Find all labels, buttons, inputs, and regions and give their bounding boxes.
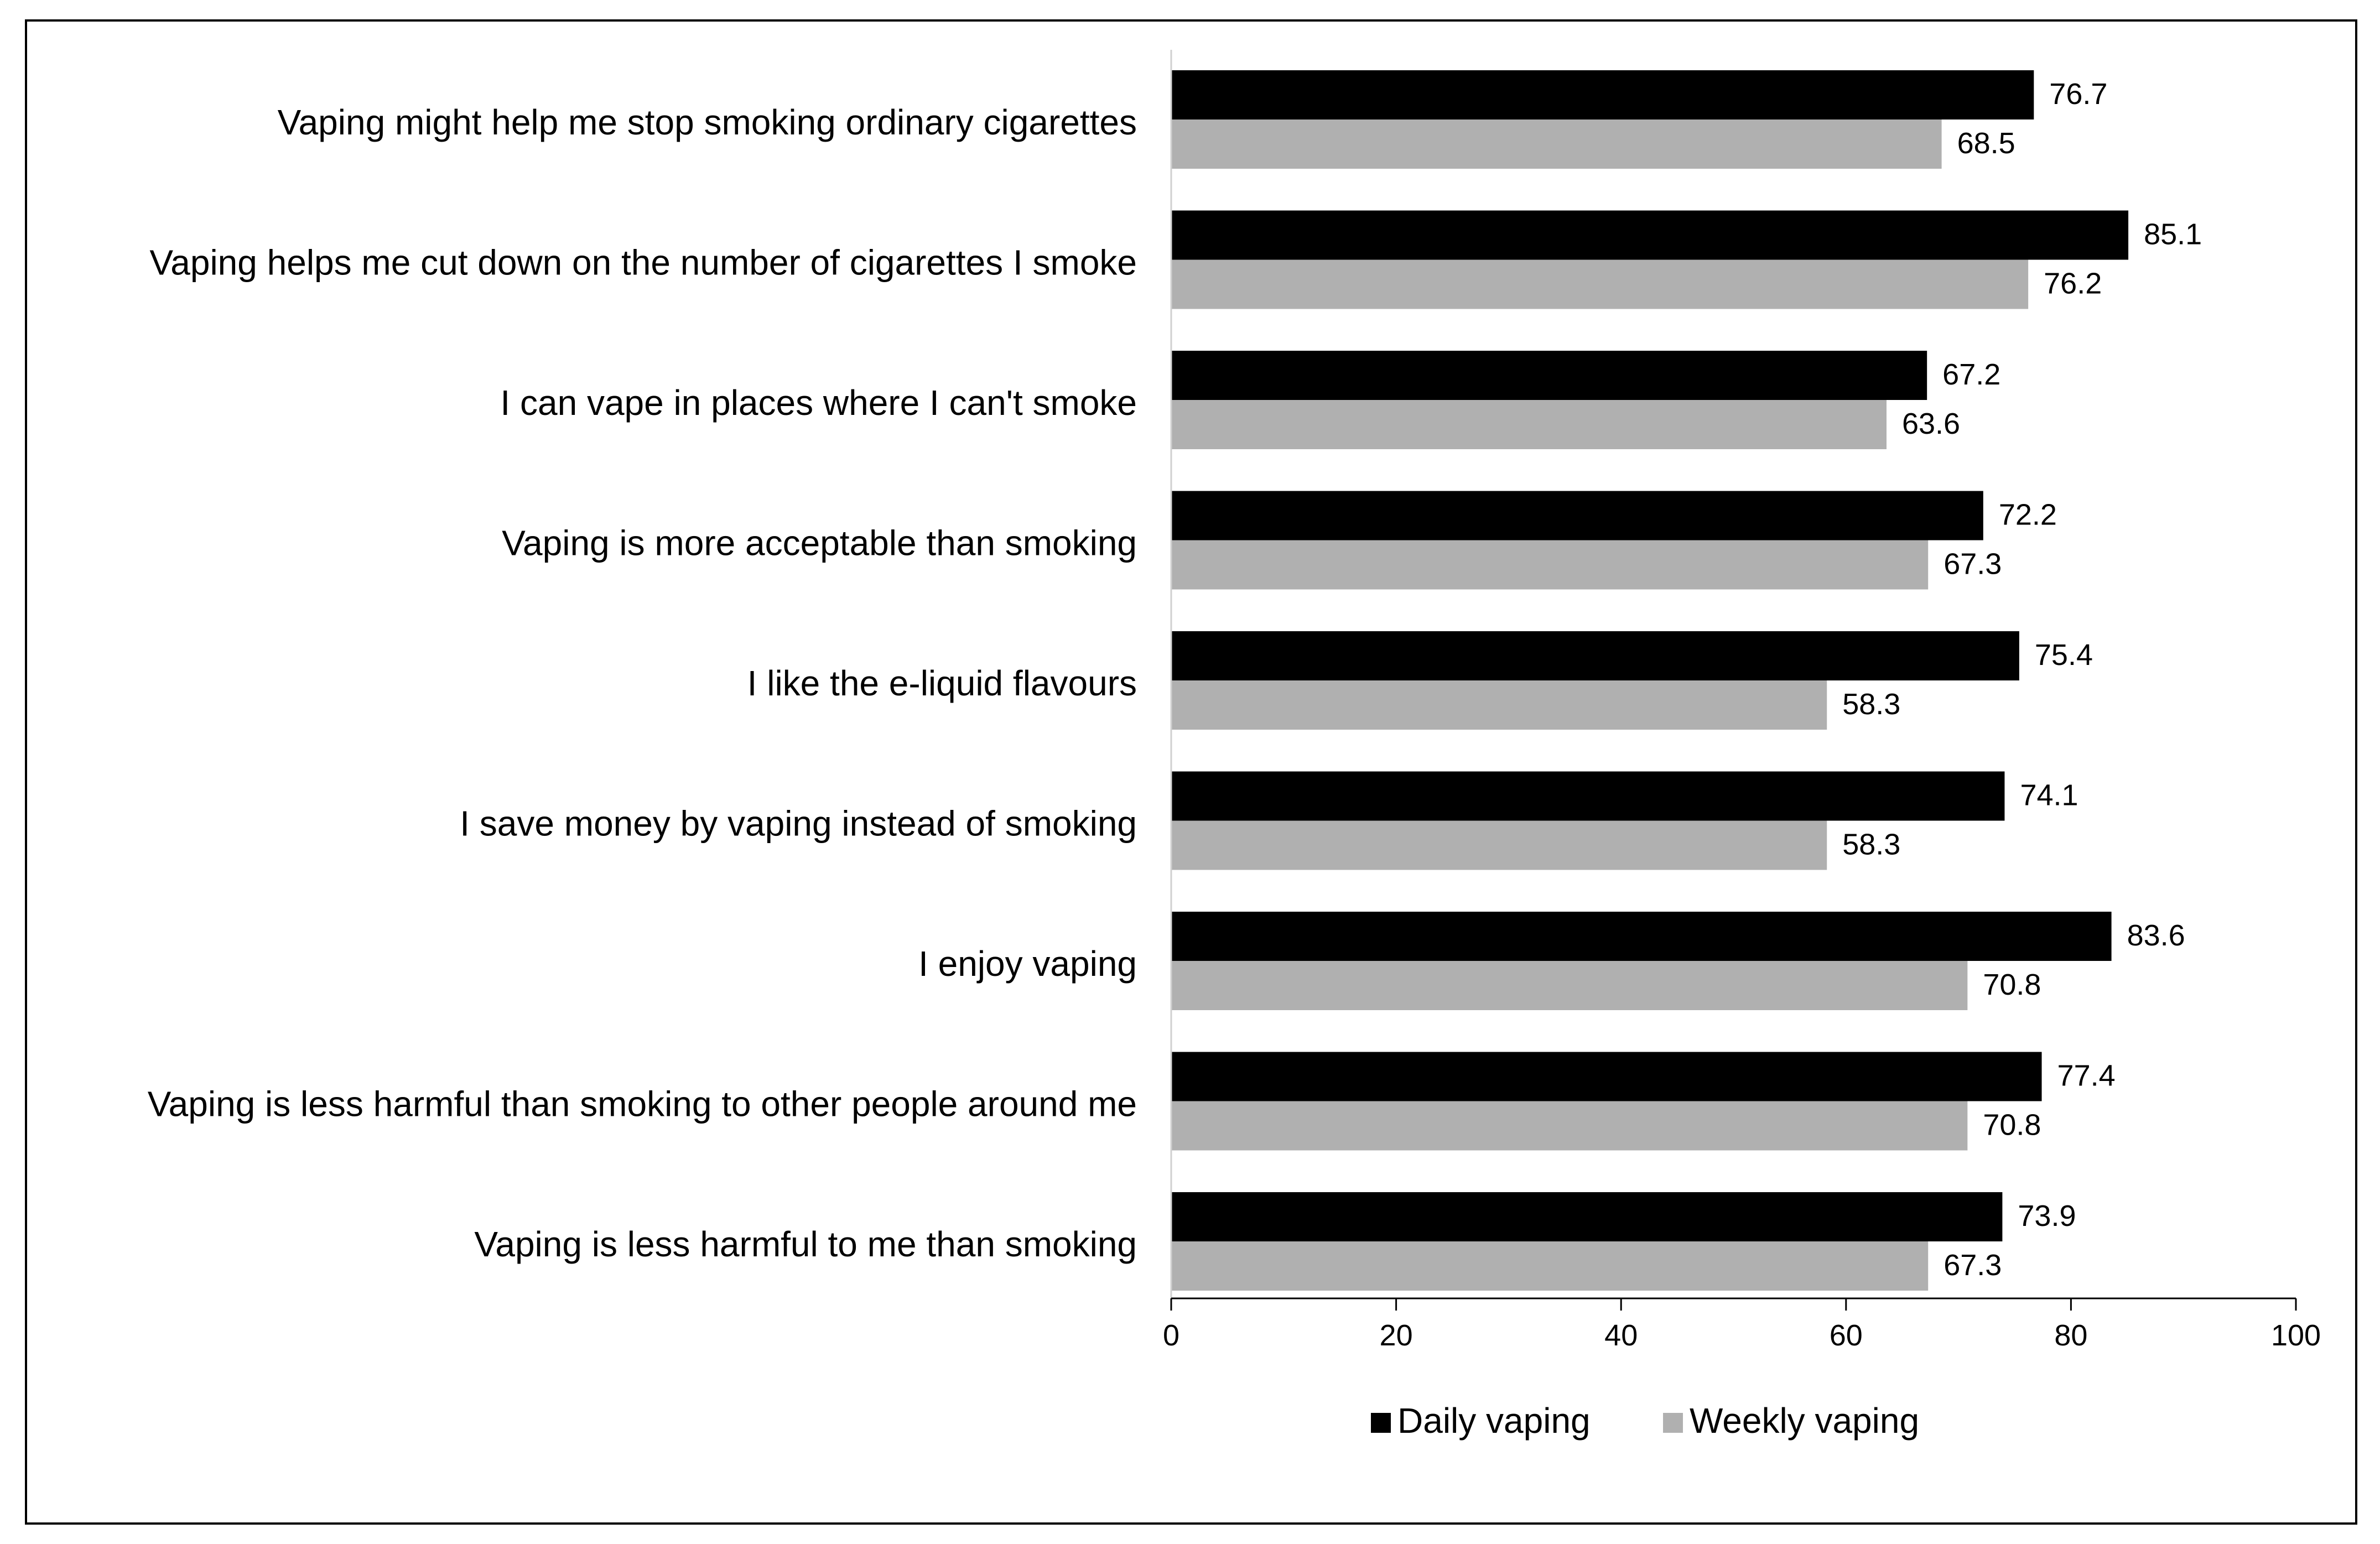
x-tick-label: 100 [2271, 1319, 2321, 1352]
category-label: Vaping helps me cut down on the number o… [149, 242, 1137, 282]
daily-vaping-value-label: 73.9 [2018, 1199, 2076, 1233]
category-label: Vaping is less harmful to me than smokin… [474, 1224, 1137, 1264]
x-axis: 0 20 40 60 80 100 [1163, 50, 2321, 1352]
daily-vaping-value-label: 85.1 [2144, 217, 2202, 251]
daily-vaping-value-label: 74.1 [2020, 778, 2078, 812]
category-label: Vaping is less harmful than smoking to o… [148, 1084, 1137, 1124]
daily-vaping-value-label: 76.7 [2049, 77, 2107, 111]
daily-vaping-bar [1171, 1192, 2003, 1241]
weekly-vaping-value-label: 58.3 [1842, 688, 1900, 721]
weekly-vaping-value-label: 63.6 [1902, 407, 1960, 440]
weekly-vaping-value-label: 67.3 [1944, 1249, 2002, 1282]
weekly-vaping-bar [1171, 400, 1887, 449]
weekly-vaping-value-label: 67.3 [1944, 547, 2002, 580]
weekly-vaping-bar [1171, 540, 1929, 590]
legend-label-daily: Daily vaping [1397, 1401, 1591, 1441]
x-tick-label: 0 [1163, 1319, 1179, 1352]
daily-vaping-bar [1171, 912, 2112, 961]
weekly-vaping-bar [1171, 259, 2029, 309]
weekly-vaping-value-label: 76.2 [2044, 267, 2102, 300]
daily-vaping-bar [1171, 771, 2005, 821]
weekly-vaping-bar [1171, 1241, 1929, 1291]
category-label: Vaping might help me stop smoking ordina… [278, 102, 1137, 142]
legend-label-weekly: Weekly vaping [1690, 1401, 1919, 1441]
weekly-vaping-value-label: 58.3 [1842, 828, 1900, 861]
category-label: Vaping is more acceptable than smoking [502, 523, 1137, 563]
daily-vaping-bar [1171, 631, 2019, 680]
daily-vaping-bar [1171, 491, 1983, 540]
x-tick-label: 20 [1380, 1319, 1413, 1352]
weekly-vaping-bar [1171, 680, 1827, 730]
daily-vaping-value-label: 72.2 [1999, 498, 2057, 531]
legend: Daily vaping Weekly vaping [1371, 1401, 1919, 1441]
daily-vaping-bar [1171, 351, 1927, 400]
category-label: I like the e-liquid flavours [747, 663, 1137, 703]
daily-vaping-value-label: 75.4 [2035, 638, 2093, 672]
x-tick-label: 80 [2054, 1319, 2087, 1352]
daily-vaping-bar [1171, 1052, 2042, 1101]
weekly-vaping-bar [1171, 820, 1827, 870]
weekly-vaping-value-label: 68.5 [1957, 127, 2015, 160]
category-label: I can vape in places where I can't smoke [500, 383, 1137, 423]
bars-layer [1171, 70, 2129, 1291]
daily-vaping-value-label: 67.2 [1942, 358, 2000, 391]
x-tick-label: 40 [1604, 1319, 1638, 1352]
daily-vaping-bar [1171, 70, 2034, 119]
value-labels-layer: 76.7 68.5 85.1 76.2 67.2 63.6 72.2 67.3 75.4 58.3… [1842, 77, 2202, 1282]
weekly-vaping-bar [1171, 1101, 1968, 1151]
category-label: I save money by vaping instead of smokin… [460, 803, 1137, 843]
daily-vaping-bar [1171, 210, 2129, 260]
daily-vaping-value-label: 83.6 [2127, 919, 2185, 952]
category-labels-layer: Vaping might help me stop smoking ordina… [148, 102, 1137, 1264]
category-label: I enjoy vaping [918, 944, 1137, 984]
weekly-vaping-value-label: 70.8 [1983, 968, 2041, 1001]
legend-swatch-weekly [1663, 1413, 1683, 1433]
weekly-vaping-value-label: 70.8 [1983, 1108, 2041, 1141]
legend-swatch-daily [1371, 1413, 1391, 1433]
x-tick-label: 60 [1830, 1319, 1863, 1352]
weekly-vaping-bar [1171, 961, 1968, 1010]
weekly-vaping-bar [1171, 119, 1942, 169]
daily-vaping-value-label: 77.4 [2057, 1059, 2116, 1092]
